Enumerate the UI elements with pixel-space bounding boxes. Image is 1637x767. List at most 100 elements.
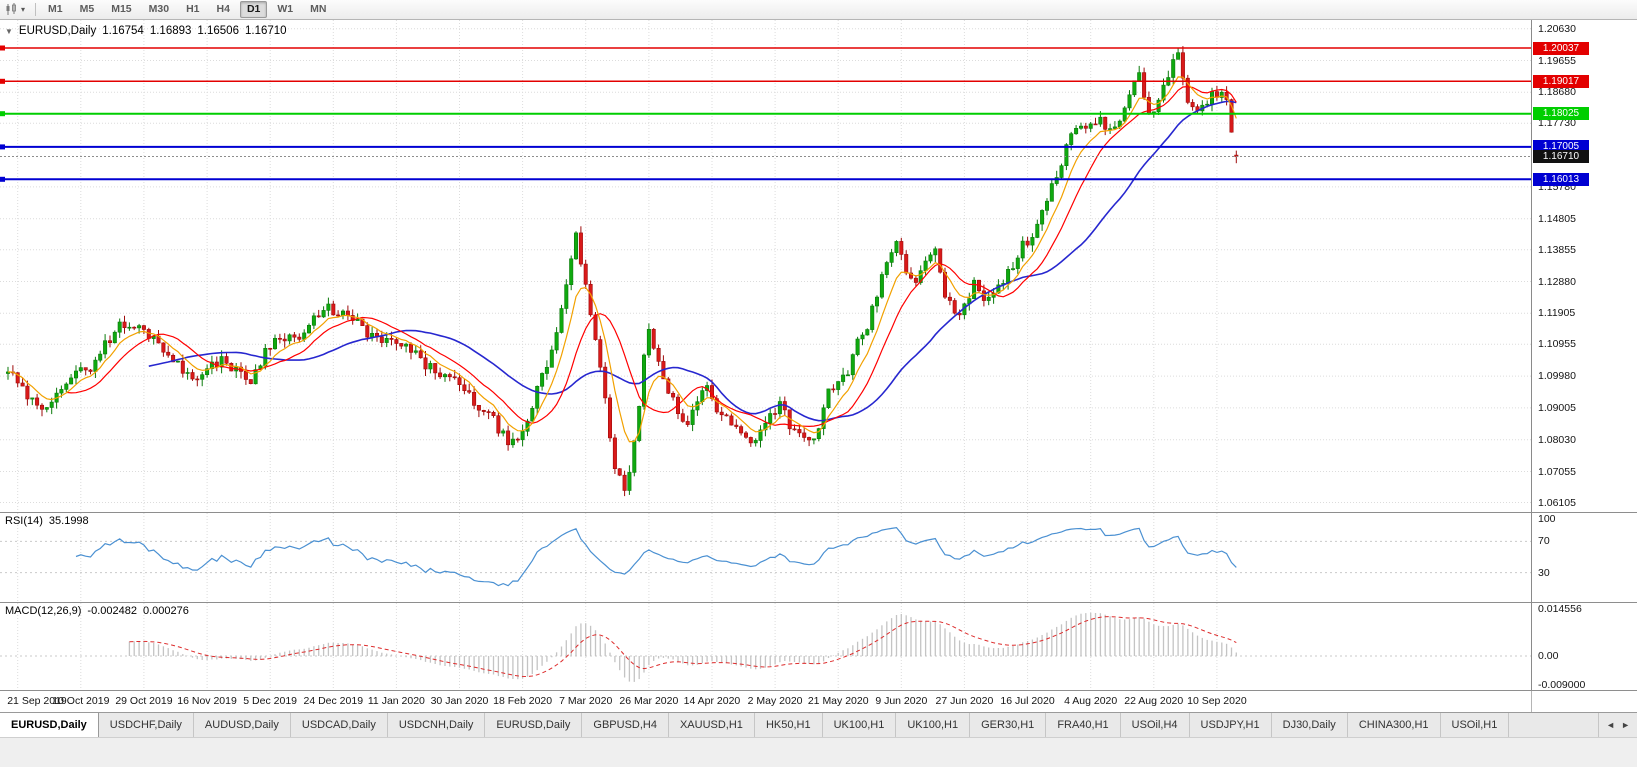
candle — [1093, 117, 1098, 126]
candle — [331, 300, 336, 316]
chart-tab[interactable]: HK50,H1 — [754, 713, 823, 737]
candle — [413, 345, 418, 355]
price-axis-label: 1.09005 — [1538, 401, 1576, 414]
candlestick-chart[interactable] — [0, 20, 1531, 512]
chart-tab[interactable]: USDCHF,Daily — [98, 713, 194, 737]
candle — [1059, 163, 1064, 180]
rsi-line — [75, 526, 1237, 587]
rsi-axis-label: 70 — [1538, 535, 1550, 548]
rsi-header: RSI(14) 35.1998 — [5, 515, 89, 527]
chart-tab[interactable]: GER30,H1 — [970, 713, 1047, 737]
candle — [1112, 121, 1117, 130]
candle — [399, 343, 404, 350]
chart-tab[interactable]: UK100,H1 — [822, 713, 897, 737]
timeframe-button-m15[interactable]: M15 — [111, 3, 132, 15]
timeframe-button-m30[interactable]: M30 — [148, 3, 170, 15]
macd-axis[interactable]: 0.014556 0.00 -0.009000 — [1531, 603, 1637, 691]
chart-tabs: EURUSD,Daily USDCHF,Daily AUDUSD,Daily USDC… — [0, 713, 1598, 737]
chart-tab[interactable]: USDJPY,H1 — [1189, 713, 1272, 737]
chart-tab[interactable]: UK100,H1 — [896, 713, 971, 737]
candle — [370, 327, 375, 342]
candle — [214, 356, 219, 372]
candle — [724, 413, 729, 417]
candle — [200, 372, 205, 387]
candle — [112, 330, 117, 344]
candle — [739, 424, 744, 436]
tabs-scroll-right-icon[interactable]: ► — [1621, 720, 1630, 730]
candle — [10, 365, 15, 376]
time-axis[interactable]: 21 Sep 2019 10 Oct 2019 29 Oct 2019 16 Nov … — [0, 690, 1637, 712]
candle — [374, 328, 379, 342]
timeframe-button-h1[interactable]: H1 — [186, 3, 200, 15]
candle — [603, 362, 608, 404]
candle — [928, 252, 933, 264]
candle — [1088, 122, 1093, 133]
candle — [306, 323, 311, 334]
candle — [408, 342, 413, 360]
candle — [30, 397, 35, 406]
hline-handle[interactable] — [0, 111, 5, 117]
candle — [617, 468, 622, 477]
hline-handle[interactable] — [0, 78, 5, 84]
collapse-icon[interactable]: ▼ — [5, 26, 13, 36]
candle — [20, 378, 25, 387]
time-axis-label: 10 Oct 2019 — [52, 695, 110, 707]
chart-tab[interactable]: FRA40,H1 — [1046, 713, 1121, 737]
timeframe-button-h4[interactable]: H4 — [216, 3, 230, 15]
hline-handle[interactable] — [0, 144, 5, 150]
chart-type-dropdown-icon[interactable]: ▾ — [21, 5, 26, 14]
candle — [39, 403, 44, 417]
candle — [753, 438, 758, 447]
candle — [855, 336, 860, 357]
candle — [777, 396, 782, 419]
tabs-scroll-left-icon[interactable]: ◄ — [1606, 720, 1616, 730]
chart-tab[interactable]: USDCAD,Daily — [290, 713, 388, 737]
candle — [661, 355, 666, 380]
price-axis[interactable]: 1.20630 1.19655 1.18680 1.17730 1.15780 1.148… — [1531, 20, 1637, 512]
candle — [578, 226, 583, 267]
rsi-axis[interactable]: 100 70 30 — [1531, 513, 1637, 602]
timeframe-button-m5[interactable]: M5 — [79, 3, 95, 15]
timeframe-button-w1[interactable]: W1 — [277, 3, 294, 15]
timeframe-button-m1[interactable]: M1 — [48, 3, 63, 15]
chart-tab[interactable]: GBPUSD,H4 — [582, 713, 669, 737]
chart-tab[interactable]: CHINA300,H1 — [1347, 713, 1441, 737]
candle — [1156, 98, 1161, 115]
price-axis-label: 1.06105 — [1538, 496, 1576, 509]
main-chart-panel: ▼ EURUSD,Daily 1.16754 1.16893 1.16506 1… — [0, 20, 1637, 512]
candle — [88, 369, 93, 375]
timeframe-button-mn[interactable]: MN — [310, 3, 327, 15]
candle — [457, 373, 462, 392]
time-axis-label: 30 Jan 2020 — [430, 695, 489, 707]
chart-tab[interactable]: USOil,H1 — [1440, 713, 1510, 737]
candle — [559, 304, 564, 334]
chart-tab[interactable]: USDCNH,Daily — [387, 713, 486, 737]
macd-chart[interactable] — [0, 603, 1531, 691]
candle — [394, 337, 399, 351]
hline-price-badge: 1.20037 — [1533, 41, 1589, 55]
candle — [933, 246, 938, 262]
chart-symbol: EURUSD,Daily — [18, 25, 97, 37]
candle — [248, 379, 253, 385]
candle — [583, 259, 588, 289]
candle — [195, 375, 200, 387]
candle — [671, 391, 676, 401]
hline-handle[interactable] — [0, 176, 5, 182]
chart-type-icon[interactable] — [5, 3, 20, 16]
candle — [1229, 98, 1234, 133]
time-axis-label: 21 May 2020 — [807, 695, 869, 707]
hline-handle[interactable] — [0, 45, 5, 51]
candle — [467, 383, 472, 394]
chart-tab[interactable]: AUDUSD,Daily — [193, 713, 291, 737]
timeframe-button-d1[interactable]: D1 — [239, 1, 268, 18]
candle — [336, 310, 341, 317]
rsi-chart[interactable] — [0, 513, 1531, 603]
macd-histogram — [128, 612, 1237, 682]
chart-tab[interactable]: USOil,H4 — [1120, 713, 1190, 737]
candle — [637, 405, 642, 443]
chart-tab[interactable]: DJ30,Daily — [1271, 713, 1348, 737]
candle — [845, 370, 850, 377]
chart-tab[interactable]: XAUUSD,H1 — [668, 713, 755, 737]
chart-tab[interactable]: EURUSD,Daily — [0, 713, 99, 737]
chart-tab[interactable]: EURUSD,Daily — [485, 713, 583, 737]
